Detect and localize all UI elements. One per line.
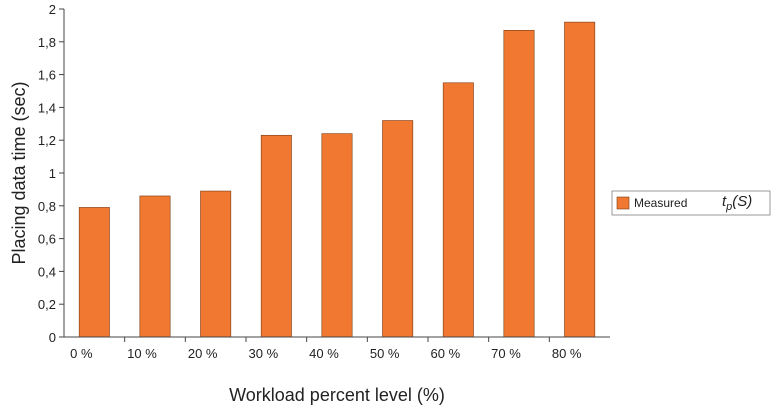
y-tick-label: 0,4 <box>38 264 56 279</box>
legend-formula-sub: p <box>725 201 732 213</box>
bar <box>564 21 596 338</box>
y-tick-label: 1 <box>49 166 56 181</box>
bar <box>260 134 292 338</box>
x-axis-ticks: 0 % 10 % 20 % 30 % 40 % 50 % 60 % 70 % 80 % <box>70 337 582 361</box>
x-tick-label: 70 % <box>491 346 521 361</box>
y-tick-label: 1,8 <box>38 35 56 50</box>
x-tick-label: 10 % <box>127 346 157 361</box>
x-tick-label: 0 % <box>70 346 93 361</box>
bars <box>78 21 596 338</box>
bar <box>78 207 110 338</box>
y-tick-label: 0,2 <box>38 297 56 312</box>
x-tick-label: 20 % <box>188 346 218 361</box>
y-tick-label: 2 <box>49 2 56 17</box>
y-tick-label: 1,6 <box>38 68 56 83</box>
y-tick-label: 1,4 <box>38 100 56 115</box>
y-axis-label: Placing data time (sec) <box>9 81 29 264</box>
bar <box>139 195 171 338</box>
bar <box>442 82 474 338</box>
x-tick-label: 50 % <box>370 346 400 361</box>
legend-swatch <box>616 196 630 210</box>
legend-formula-main: t <box>722 193 727 210</box>
y-tick-label: 0 <box>49 330 56 345</box>
y-tick-label: 0,8 <box>38 199 56 214</box>
x-tick-label: 80 % <box>552 346 582 361</box>
y-axis-ticks: 0 0,2 0,4 0,6 0,8 1 1,2 1,4 1,6 1,8 2 <box>38 2 64 345</box>
x-tick-label: 40 % <box>309 346 339 361</box>
x-axis-label: Workload percent level (%) <box>229 385 445 405</box>
legend-formula-arg: (S) <box>732 193 752 210</box>
y-tick-label: 0,6 <box>38 232 56 247</box>
x-tick-label: 30 % <box>249 346 279 361</box>
legend: Measured tp(S) <box>611 190 771 216</box>
bar <box>382 120 414 338</box>
x-tick-label: 60 % <box>431 346 461 361</box>
bar <box>200 190 232 338</box>
legend-formula: tp(S) <box>722 193 752 213</box>
bar <box>321 133 353 338</box>
legend-label: Measured <box>634 196 687 210</box>
bar <box>503 30 535 338</box>
legend-box <box>611 190 771 216</box>
y-tick-label: 1,2 <box>38 133 56 148</box>
